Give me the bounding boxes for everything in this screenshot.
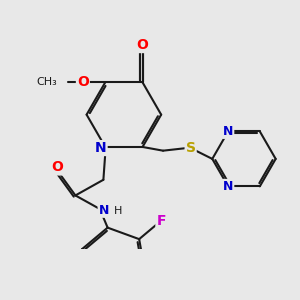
Text: O: O xyxy=(136,38,148,52)
Text: N: N xyxy=(99,204,109,217)
Text: N: N xyxy=(223,125,233,138)
Text: O: O xyxy=(51,160,63,175)
Text: O: O xyxy=(77,75,89,89)
Text: F: F xyxy=(156,214,166,228)
Text: CH₃: CH₃ xyxy=(37,76,58,87)
Text: H: H xyxy=(113,206,122,216)
Text: S: S xyxy=(186,141,196,155)
Text: N: N xyxy=(95,141,106,155)
Text: N: N xyxy=(223,180,233,193)
Text: O: O xyxy=(136,36,148,50)
